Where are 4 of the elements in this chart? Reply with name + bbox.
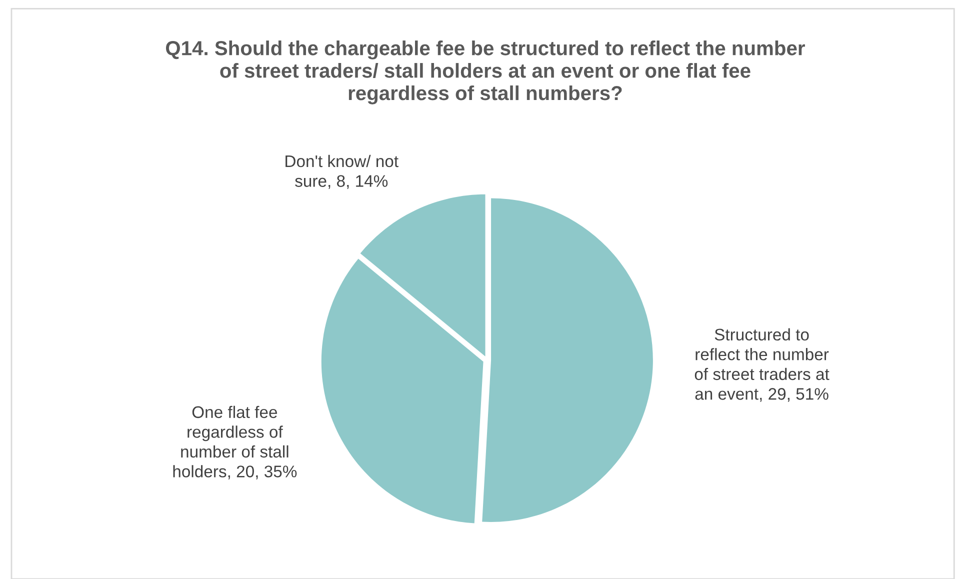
slice-label: Structured to reflect the number of street traders at an event, 29, 51% xyxy=(694,328,830,402)
slice-label: One flat fee regardless of number of stall holders, 20, 35% xyxy=(173,406,297,480)
slice-label: Don't know/ not sure, 8, 14% xyxy=(286,154,398,189)
chart-title: Q14. Should the chargeable fee be structured to reflect the number of street traders/ stall holders at an event or one flat fee regardless of stall numbers? xyxy=(166,40,805,104)
